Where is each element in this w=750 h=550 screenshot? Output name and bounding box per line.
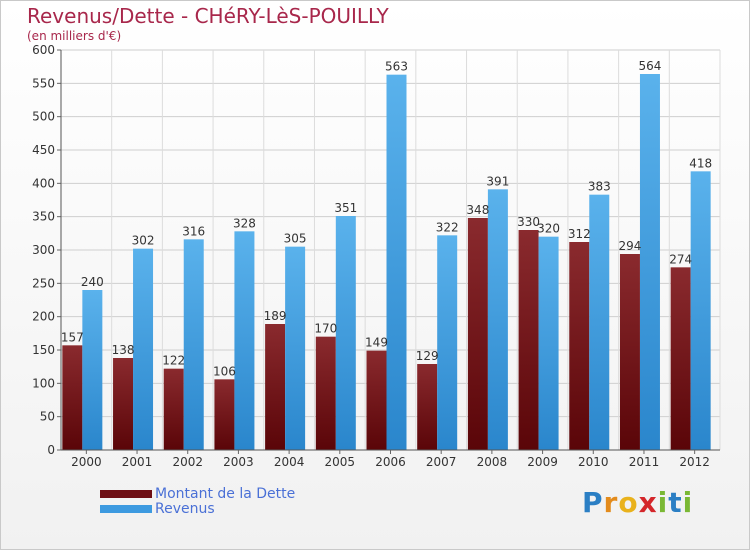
value-label-revenue: 391 (486, 174, 509, 188)
bar-revenue (285, 246, 306, 450)
y-tick-label: 150 (32, 343, 55, 357)
legend-swatch-debt (100, 490, 152, 498)
x-tick-label: 2009 (527, 455, 558, 469)
logo-letter: r (603, 486, 619, 519)
logo-letter: P (582, 486, 604, 519)
value-label-revenue: 418 (689, 156, 712, 170)
value-label-debt: 106 (213, 364, 236, 378)
value-label-debt: 348 (466, 203, 489, 217)
y-tick-label: 300 (32, 243, 55, 257)
bar-revenue (589, 194, 610, 450)
value-label-debt: 129 (416, 349, 439, 363)
proxiti-logo: Proxiti (582, 486, 693, 519)
bar-revenue (234, 231, 255, 450)
y-tick-label: 400 (32, 176, 55, 190)
y-tick-label: 450 (32, 143, 55, 157)
x-tick-label: 2004 (274, 455, 305, 469)
bar-revenue (183, 239, 204, 450)
x-tick-label: 2001 (122, 455, 153, 469)
value-label-debt: 189 (264, 309, 287, 323)
value-label-revenue: 351 (334, 201, 357, 215)
x-tick-label: 2012 (679, 455, 710, 469)
legend-label-revenue: Revenus (155, 501, 215, 517)
value-label-revenue: 564 (639, 59, 662, 73)
y-tick-label: 600 (32, 43, 55, 57)
bar-debt (214, 379, 235, 450)
logo-letter: t (668, 486, 683, 519)
logo-letter: i (657, 486, 669, 519)
y-tick-label: 0 (47, 443, 55, 457)
x-tick-label: 2000 (71, 455, 102, 469)
x-tick-label: 2006 (375, 455, 406, 469)
x-tick-label: 2007 (426, 455, 457, 469)
bar-debt (366, 350, 387, 450)
y-tick-label: 550 (32, 76, 55, 90)
value-label-debt: 138 (112, 343, 135, 357)
y-tick-label: 500 (32, 110, 55, 124)
x-tick-label: 2010 (578, 455, 609, 469)
value-label-debt: 274 (669, 252, 692, 266)
bar-debt (417, 364, 438, 450)
value-label-debt: 157 (61, 330, 84, 344)
x-tick-label: 2005 (325, 455, 356, 469)
bar-revenue (133, 248, 154, 450)
x-tick-label: 2008 (477, 455, 508, 469)
logo-letter: i (682, 486, 694, 519)
x-tick-label: 2011 (629, 455, 660, 469)
legend-swatch-revenue (100, 505, 152, 513)
value-label-revenue: 322 (436, 220, 459, 234)
x-tick-label: 2003 (223, 455, 254, 469)
bar-debt (619, 254, 640, 450)
bar-revenue (690, 171, 711, 451)
y-tick-label: 50 (40, 410, 55, 424)
value-label-debt: 149 (365, 336, 388, 350)
y-tick-label: 100 (32, 376, 55, 390)
bar-debt (113, 358, 134, 450)
bars-layer (62, 74, 711, 451)
bar-debt (569, 242, 590, 450)
bar-debt (315, 336, 336, 450)
bar-revenue (538, 236, 559, 450)
logo-letter: x (638, 486, 658, 519)
value-label-revenue: 316 (182, 224, 205, 238)
value-label-debt: 330 (517, 215, 540, 229)
y-tick-label: 200 (32, 310, 55, 324)
bar-debt (518, 230, 539, 450)
y-tick-label: 250 (32, 276, 55, 290)
logo-letter: o (618, 486, 639, 519)
bar-debt (670, 267, 691, 450)
chart-title: Revenus/Dette - CHéRY-LèS-POUILLY (27, 4, 389, 28)
bar-revenue (437, 235, 458, 450)
value-label-revenue: 563 (385, 60, 408, 74)
bar-debt (265, 324, 286, 450)
value-label-revenue: 302 (132, 234, 155, 248)
value-label-revenue: 383 (588, 180, 611, 194)
value-label-revenue: 240 (81, 275, 104, 289)
bar-revenue (82, 290, 103, 450)
value-label-revenue: 320 (537, 222, 560, 236)
value-label-revenue: 305 (284, 232, 307, 246)
value-label-revenue: 328 (233, 216, 256, 230)
legend-label-debt: Montant de la Dette (155, 486, 296, 502)
bar-revenue (639, 74, 660, 450)
value-label-debt: 122 (162, 354, 185, 368)
value-label-debt: 294 (619, 239, 642, 253)
x-tick-label: 2002 (172, 455, 203, 469)
bar-revenue (335, 216, 356, 450)
labels-layer: 157 240 138 302 122 316 106 328 189 305 170 351 149 5… (61, 59, 712, 378)
bar-debt (163, 368, 184, 450)
value-label-debt: 170 (314, 322, 337, 336)
bar-revenue (487, 189, 508, 451)
bar-debt (467, 218, 488, 450)
bar-revenue (386, 74, 407, 451)
chart-subtitle: (en milliers d'€) (27, 29, 122, 43)
y-tick-label: 350 (32, 210, 55, 224)
bar-debt (62, 345, 83, 450)
value-label-debt: 312 (568, 227, 591, 241)
axes-layer: 0 50 100 150 200 250 300 350 400 450 500 550 600 2000… (32, 43, 720, 469)
